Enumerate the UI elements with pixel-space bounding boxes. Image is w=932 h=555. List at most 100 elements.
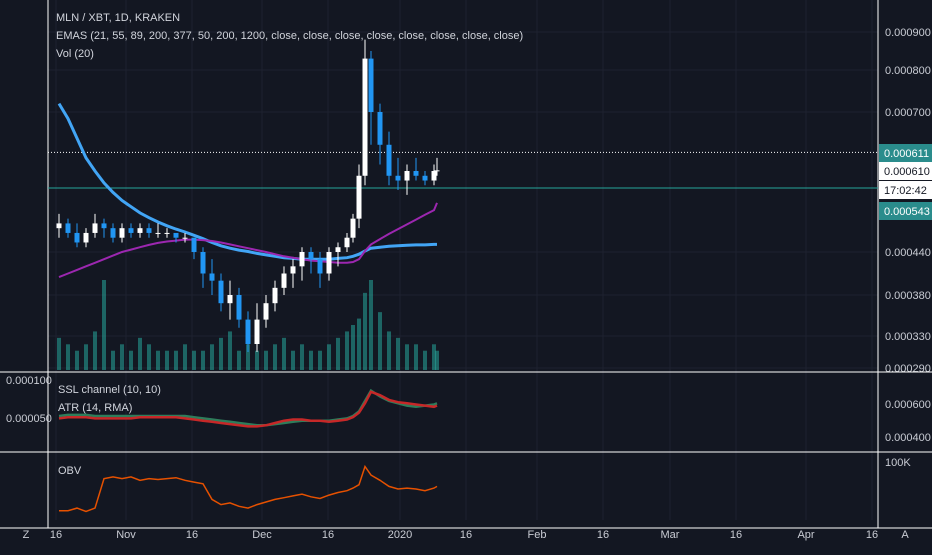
candle-body <box>236 295 242 320</box>
price-tick-label: 0.000380 <box>885 290 931 302</box>
volume-bar <box>66 344 70 370</box>
candle-body <box>395 175 401 181</box>
candle-body <box>65 223 71 233</box>
time-axis-label: 16 <box>866 529 878 541</box>
volume-bar <box>93 331 97 370</box>
volume-bar <box>138 337 142 370</box>
candle-body <box>56 223 62 229</box>
volume-bar <box>273 344 277 370</box>
candle-body <box>164 232 170 234</box>
candle-body <box>308 252 314 260</box>
candle-body <box>110 228 116 238</box>
ema-price-tag-bg <box>879 202 932 220</box>
volume-bar <box>84 344 88 370</box>
candle-body <box>299 252 305 267</box>
candle-body <box>317 259 323 274</box>
volume-bar <box>435 350 439 370</box>
candle-body <box>413 171 419 176</box>
volume-bar <box>201 350 205 370</box>
volume-bar <box>405 344 409 370</box>
volume-bar <box>363 292 367 370</box>
candle-body <box>272 287 278 304</box>
candle-body <box>356 175 362 219</box>
time-axis-left-label: Z <box>23 529 30 541</box>
candle-body <box>368 58 374 112</box>
candle-body <box>83 232 89 243</box>
candle-body <box>281 273 287 288</box>
time-axis-label: 16 <box>597 529 609 541</box>
obv-line <box>59 464 438 513</box>
price-tick-label: 0.000900 <box>885 27 931 39</box>
volume-bar <box>102 280 106 370</box>
legend-emas: EMAS (21, 55, 89, 200, 377, 50, 200, 120… <box>56 30 524 42</box>
candle-body <box>218 280 224 304</box>
volume-bar <box>357 318 361 370</box>
time-axis-label: Dec <box>252 529 272 541</box>
candle-body <box>137 228 143 233</box>
candle-body <box>101 223 107 229</box>
ema-price-tag: 0.000543 <box>884 206 930 218</box>
price-tick-label: 0.000440 <box>885 247 931 259</box>
volume-bar <box>351 325 355 370</box>
countdown-tag: 17:02:42 <box>884 185 927 197</box>
volume-bar <box>291 350 295 370</box>
candle-body <box>92 223 98 233</box>
legend-vol: Vol (20) <box>56 48 94 60</box>
legend-symbol: MLN / XBT, 1D, KRAKEN <box>56 12 181 24</box>
ema-blue-line <box>57 102 437 261</box>
candle-body <box>173 232 179 238</box>
candle-body <box>200 252 206 274</box>
volume-bar <box>111 350 115 370</box>
price-tick-label: 0.000800 <box>885 65 931 77</box>
volume-bar <box>210 344 214 370</box>
volume-bar <box>282 337 286 370</box>
candle-body <box>74 232 80 243</box>
candle-body <box>386 144 392 176</box>
candle-body <box>128 228 134 233</box>
time-axis-right-label: A <box>901 529 909 541</box>
time-axis-label: 16 <box>730 529 742 541</box>
last-price-tag-bg <box>879 144 932 162</box>
time-axis-label: Mar <box>661 529 680 541</box>
candle-body <box>422 175 428 181</box>
candle-body <box>335 247 341 252</box>
ema-purple-line <box>58 202 438 279</box>
volume-bar <box>75 350 79 370</box>
time-axis-label: 16 <box>50 529 62 541</box>
time-axis-label: Feb <box>528 529 547 541</box>
volume-bar <box>147 344 151 370</box>
time-axis-label: 16 <box>186 529 198 541</box>
volume-bar <box>300 344 304 370</box>
candle-body <box>344 237 350 248</box>
ssl-left-tick: 0.000050 <box>6 413 52 425</box>
volume-bar <box>57 337 61 370</box>
volume-bar <box>336 337 340 370</box>
candle-body <box>254 319 260 344</box>
candle-body <box>155 232 161 234</box>
volume-bar <box>219 337 223 370</box>
candle-body <box>146 228 152 233</box>
volume-bar <box>345 331 349 370</box>
candle-body <box>377 112 383 145</box>
price-tick-label: 0.000700 <box>885 107 931 119</box>
candle-body <box>404 171 410 181</box>
last-price-tag: 0.000611 <box>884 148 929 160</box>
time-axis-label: 2020 <box>388 529 412 541</box>
volume-bar <box>129 350 133 370</box>
candle-body <box>191 237 197 252</box>
volume-bar <box>378 312 382 370</box>
volume-bar <box>414 344 418 370</box>
volume-bar <box>174 350 178 370</box>
time-axis-label: Apr <box>797 529 814 541</box>
countdown-tag-bg <box>879 181 932 199</box>
legend-ssl: SSL channel (10, 10) <box>58 384 161 396</box>
volume-bar <box>192 350 196 370</box>
volume-bar <box>228 331 232 370</box>
volume-bar <box>120 344 124 370</box>
candle-body <box>431 171 437 181</box>
ssl-right-tick: 0.000600 <box>885 399 931 411</box>
candle-body <box>263 303 269 320</box>
volume-bar <box>255 350 259 370</box>
